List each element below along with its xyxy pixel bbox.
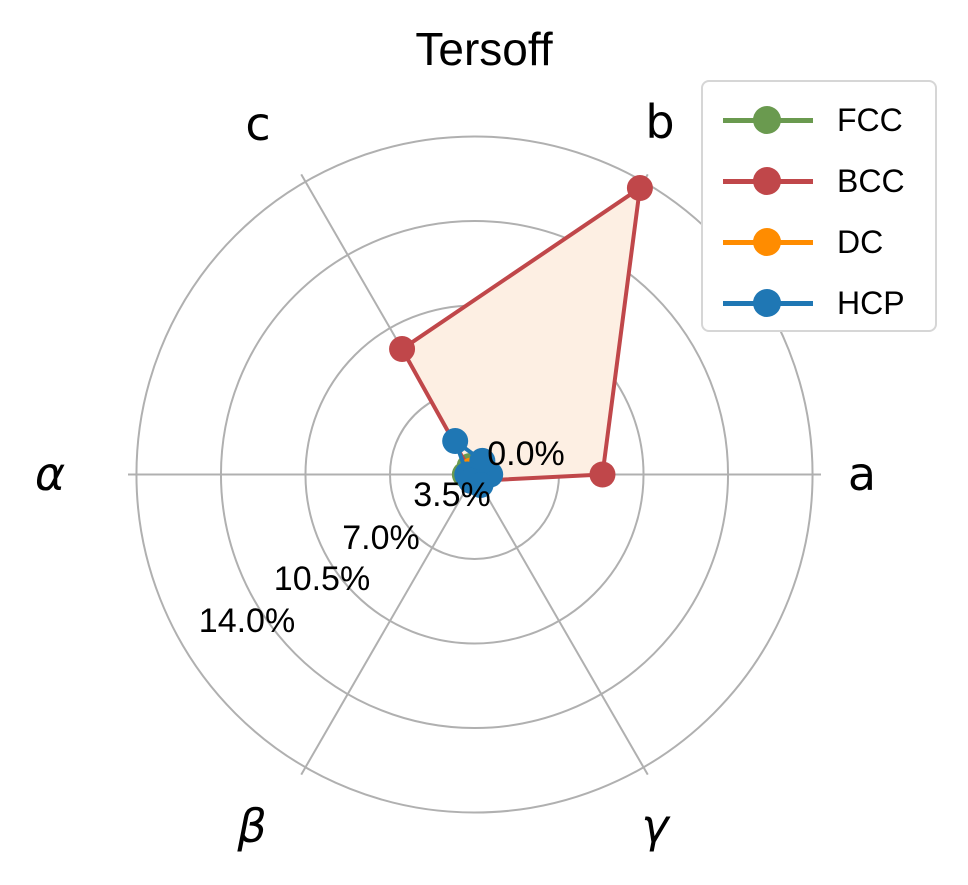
data-point-marker <box>467 471 494 498</box>
legend-marker-icon <box>753 289 781 317</box>
grid-spoke <box>473 474 649 776</box>
axis-label: b <box>645 95 674 149</box>
legend-label: HCP <box>837 285 905 321</box>
series-fills <box>402 188 640 481</box>
data-point-marker <box>389 336 416 363</box>
legend-item-dc: DC <box>715 222 935 262</box>
axis-label: β <box>236 799 266 853</box>
axis-label: a <box>848 447 876 501</box>
radial-tick-label: 7.0% <box>342 519 420 557</box>
legend-label: FCC <box>837 102 903 138</box>
legend-item-hcp: HCP <box>715 283 935 323</box>
legend-label: BCC <box>837 163 905 199</box>
legend-item-fcc: FCC <box>715 100 935 140</box>
legend-marker-icon <box>753 106 781 134</box>
series-hcp <box>442 428 504 498</box>
series-fill-bcc <box>402 188 640 481</box>
radial-tick-label: 3.5% <box>413 476 491 514</box>
legend-marker-icon <box>753 228 781 256</box>
radial-tick-label: 0.0% <box>487 435 565 473</box>
radial-tick-label: 14.0% <box>199 602 295 640</box>
legend: FCC BCC DC HCP <box>701 80 937 332</box>
data-point-marker <box>589 461 616 488</box>
axis-label: α <box>35 447 65 501</box>
data-point-marker <box>626 175 653 202</box>
series-lines <box>389 175 653 498</box>
axis-label: c <box>245 97 270 151</box>
radial-tick-label: 10.5% <box>274 560 370 598</box>
chart-title: Tersoff <box>415 23 553 75</box>
legend-marker-icon <box>753 167 781 195</box>
legend-item-bcc: BCC <box>715 161 935 201</box>
legend-label: DC <box>837 224 884 260</box>
data-point-marker <box>442 428 469 455</box>
axis-labels: a b c α β γ 0.0%3.5% 7.0%10.5% 14.0% <box>35 95 876 853</box>
axis-label: γ <box>641 799 671 853</box>
grid-spoke <box>300 474 476 776</box>
